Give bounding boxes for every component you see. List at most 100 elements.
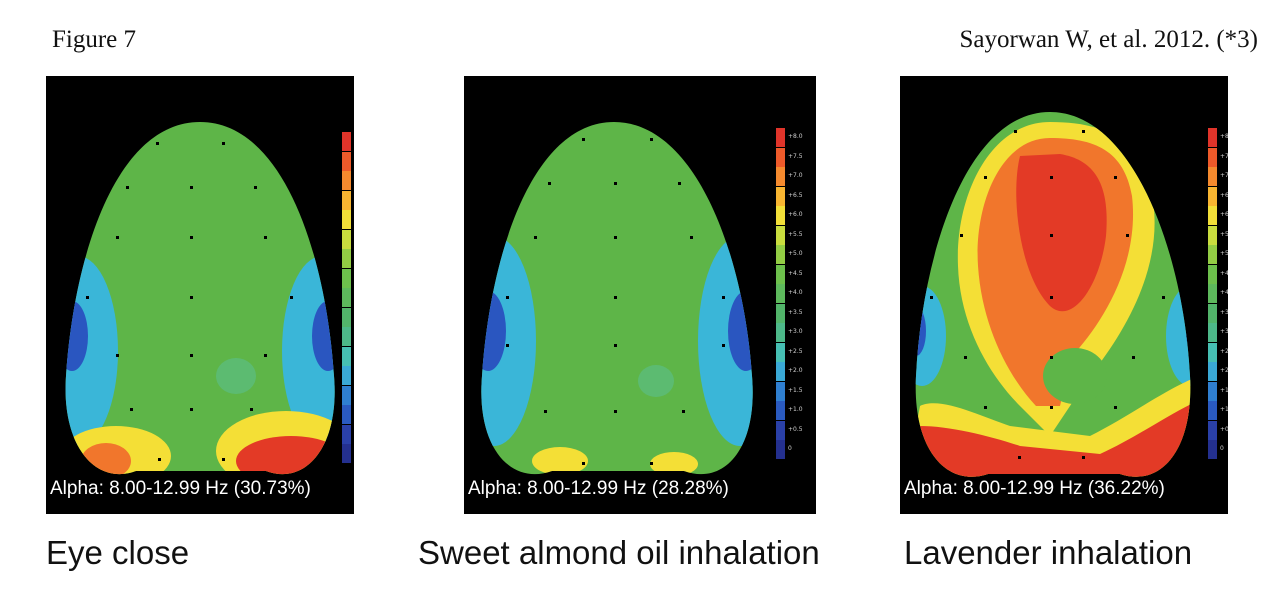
color-scale-tick: +6.0: [788, 211, 803, 218]
color-scale-cell: [1208, 303, 1217, 323]
caption-sweet-almond: Sweet almond oil inhalation: [418, 534, 820, 571]
color-scale-cell: [342, 327, 351, 346]
color-scale-cell: [342, 424, 351, 444]
color-scale-cell: [1208, 147, 1217, 167]
electrode-markers: [506, 138, 725, 465]
color-scale-tick: +3.5: [788, 308, 803, 316]
color-scale-tick: +4.0: [788, 289, 803, 296]
electrode-markers: [86, 142, 293, 461]
color-scale-tick: +2.5: [788, 347, 803, 355]
color-scale-cell: [342, 268, 351, 288]
color-scale-cell: [1208, 206, 1217, 225]
citation: Sayorwan W, et al. 2012. (*3): [959, 26, 1258, 53]
color-scale-cell: [342, 366, 351, 385]
alpha-band-label: Alpha: 8.00-12.99 Hz (36.22%): [904, 478, 1165, 499]
color-scale-tick: +4.5: [1220, 269, 1228, 277]
color-scale-tick: +3.5: [1220, 308, 1228, 316]
color-scale-tick: +4.0: [1220, 289, 1228, 296]
color-scale-cell: [1208, 362, 1217, 381]
color-scale-cell: [776, 440, 785, 459]
alpha-band-label: Alpha: 8.00-12.99 Hz (30.73%): [50, 478, 311, 499]
color-scale-cell: [1208, 401, 1217, 420]
color-scale-tick: +1.5: [788, 386, 803, 394]
color-scale-cell: [1208, 284, 1217, 303]
caption-eye-close: Eye close: [46, 534, 190, 571]
color-scale-cell: [776, 225, 785, 245]
color-scale-cell: [1208, 342, 1217, 362]
color-scale-cell: [342, 346, 351, 366]
color-scale-cell: [1208, 420, 1217, 440]
color-scale-cell: [776, 128, 785, 147]
color-scale-tick: +1.0: [788, 406, 803, 413]
color-scale-tick: +6.0: [1220, 211, 1228, 218]
color-scale-cell: [776, 284, 785, 303]
color-scale-tick: +8.0: [788, 133, 803, 140]
color-scale-cell: [776, 381, 785, 401]
color-scale-cell: [342, 132, 351, 151]
color-scale-cell: [1208, 225, 1217, 245]
color-scale-cell: [1208, 128, 1217, 147]
figure-label: Figure 7: [52, 26, 137, 53]
color-scale-tick: +1.0: [1220, 406, 1228, 413]
color-scale-tick: 0: [1220, 445, 1224, 452]
color-scale-cell: [1208, 264, 1217, 284]
color-scale-cell: [1208, 186, 1217, 206]
color-scale-cell: [776, 167, 785, 186]
color-scale-tick: 0: [788, 445, 792, 452]
color-scale-tick: +7.5: [1220, 152, 1228, 160]
color-scale-cell: [342, 307, 351, 327]
color-scale-tick: +3.0: [788, 328, 803, 335]
color-scale-cell: [776, 362, 785, 381]
color-scale-cell: [342, 171, 351, 190]
color-scale-cell: [342, 210, 351, 229]
color-scale-tick: +8.0: [1220, 133, 1228, 140]
color-scale-cell: [342, 249, 351, 268]
color-scale-cell: [776, 342, 785, 362]
color-scale-tick: +5.5: [788, 230, 803, 238]
color-scale-cell: [776, 420, 785, 440]
alpha-band-label: Alpha: 8.00-12.99 Hz (28.28%): [468, 478, 729, 499]
color-scale-cell: [1208, 323, 1217, 342]
color-scale-tick: +2.5: [1220, 347, 1228, 355]
caption-lavender: Lavender inhalation: [904, 534, 1193, 571]
color-scale-cell: [1208, 245, 1217, 264]
color-scale-tick: +7.5: [788, 152, 803, 160]
color-scale-cell: [776, 206, 785, 225]
color-scale-tick: +5.5: [1220, 230, 1228, 238]
color-scale-tick: +4.5: [788, 269, 803, 277]
color-scale-cell: [342, 151, 351, 171]
color-scale-cell: [1208, 381, 1217, 401]
color-scale-cell: [342, 229, 351, 249]
brain-map-panel-eye-close: +8.0+7.5+7.0+6.5+6.0+5.5+5.0+4.5+4.0+3.5…: [46, 76, 354, 514]
color-scale-tick: +7.0: [1220, 172, 1228, 179]
color-scale-tick: +6.5: [788, 191, 803, 199]
color-scale-tick: +2.0: [1220, 367, 1228, 374]
color-scale-tick: +0.5: [788, 425, 803, 433]
color-scale-tick: +3.0: [1220, 328, 1228, 335]
color-scale-cell: [776, 323, 785, 342]
color-scale-tick: +6.5: [1220, 191, 1228, 199]
color-scale-cell: [776, 264, 785, 284]
color-scale-cell: [342, 385, 351, 405]
color-scale-cell: [342, 288, 351, 307]
electrode-markers: [930, 130, 1165, 459]
color-scale-cell: [342, 444, 351, 463]
color-scale-cell: [1208, 440, 1217, 459]
color-scale-tick: +2.0: [788, 367, 803, 374]
color-scale-cell: [776, 147, 785, 167]
color-scale-tick: +1.5: [1220, 386, 1228, 394]
color-scale-tick: +0.5: [1220, 425, 1228, 433]
topographic-map: [481, 122, 753, 475]
topographic-map: [65, 122, 335, 475]
color-scale-tick: +7.0: [788, 172, 803, 179]
color-scale-cell: [776, 245, 785, 264]
color-scale-tick: +5.0: [1220, 250, 1228, 257]
color-scale-cell: [342, 405, 351, 424]
topographic-map: [915, 112, 1191, 477]
color-scale-cell: [776, 186, 785, 206]
brain-map-panel-lavender: +8.0 +7.5 +7.0 +6.5 +6.0 +5.5 +5.0 +4.5 +4.0 +3.5…: [900, 76, 1228, 514]
color-scale-cell: [776, 401, 785, 420]
brain-map-panel-sweet-almond: +8.0 +7.5 +7.0 +6.5 +6.0 +5.5 +5.0 +4.5 +4.0 +3.5…: [464, 76, 816, 514]
color-scale-cell: [1208, 167, 1217, 186]
color-scale-cell: [776, 303, 785, 323]
